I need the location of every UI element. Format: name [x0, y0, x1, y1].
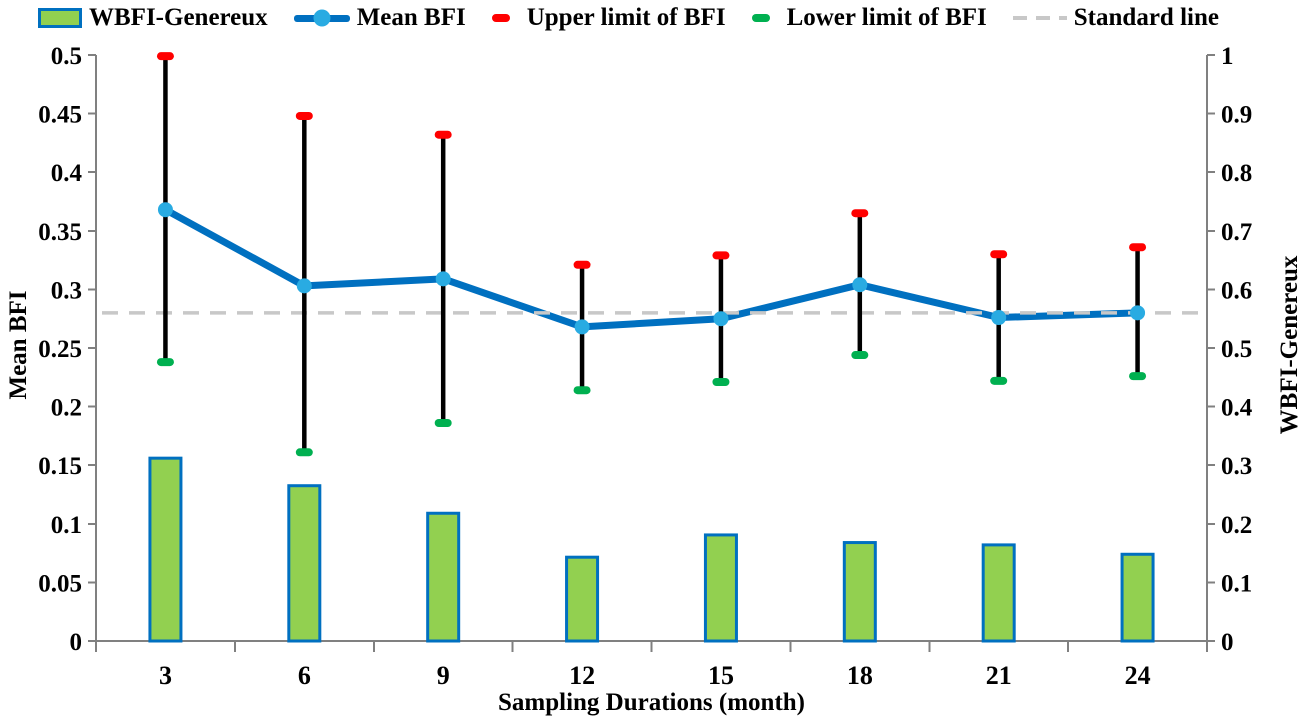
right-axis-title: WBFI-Genereux	[1276, 255, 1303, 435]
legend-label: Standard line	[1073, 4, 1219, 31]
left-tick-label: 0.2	[51, 395, 82, 422]
legend-label: WBFI-Genereux	[89, 4, 268, 31]
left-tick-label: 0.5	[51, 43, 82, 70]
upper-limit-cap	[434, 130, 452, 139]
left-axis-title: Mean BFI	[5, 290, 32, 400]
bar	[842, 541, 877, 643]
upper-limit-cap	[295, 111, 313, 120]
bars-series	[148, 456, 1155, 643]
left-tick-label: 0	[70, 629, 83, 656]
legend-label: Upper limit of BFI	[526, 4, 726, 31]
mean-marker	[435, 271, 451, 287]
left-tick-label: 0.1	[51, 512, 82, 539]
x-category-label: 21	[986, 661, 1012, 690]
upper-cap-swatch-icon	[491, 14, 510, 22]
upper-limit-cap	[990, 250, 1008, 259]
bar	[148, 456, 183, 643]
lower-limit-cap	[434, 419, 452, 428]
lower-limit-cap	[712, 377, 730, 386]
right-tick-label: 0.2	[1221, 512, 1252, 539]
right-tick-label: 0	[1221, 629, 1234, 656]
legend-item-standard-line: Standard line	[1012, 4, 1219, 32]
mean-marker	[157, 202, 173, 218]
left-tick-label: 0.4	[51, 160, 83, 187]
lower-limit-cap	[851, 351, 869, 360]
upper-limit-cap	[573, 260, 591, 269]
right-tick-label: 1	[1221, 43, 1234, 70]
left-tick-label: 0.3	[51, 277, 82, 304]
dashed-line-swatch-icon	[1012, 16, 1067, 20]
legend-label: Lower limit of BFI	[786, 4, 987, 31]
mean-markers	[157, 202, 1146, 335]
left-tick-label: 0.45	[38, 102, 82, 129]
x-category-label: 18	[847, 661, 873, 690]
legend-item-upper-limit: Upper limit of BFI	[491, 4, 726, 32]
mean-bfi-line	[161, 206, 1142, 331]
legend-label: Mean BFI	[356, 4, 466, 31]
x-axis-title: Sampling Durations (month)	[498, 689, 805, 716]
x-category-label: 9	[437, 661, 450, 690]
mean-marker	[713, 311, 729, 327]
x-category-label: 3	[159, 661, 172, 690]
right-tick-label: 0.6	[1221, 277, 1252, 304]
upper-limit-cap	[712, 251, 730, 260]
left-tick-label: 0.15	[38, 453, 82, 480]
right-tick-label: 0.1	[1221, 570, 1252, 597]
left-tick-label: 0.25	[38, 336, 82, 363]
bar	[287, 484, 322, 643]
x-category-label: 24	[1125, 661, 1151, 690]
lower-limit-cap	[990, 376, 1008, 385]
mean-marker	[852, 277, 868, 293]
left-tick-label: 0.05	[38, 570, 82, 597]
right-tick-label: 0.8	[1221, 160, 1252, 187]
bar	[981, 543, 1016, 643]
lower-limit-cap	[295, 448, 313, 457]
mean-marker	[991, 310, 1007, 326]
legend-item-wbfi-genereux: WBFI-Genereux	[38, 4, 268, 32]
bar-swatch-icon	[38, 8, 82, 28]
right-tick-label: 0.3	[1221, 453, 1252, 480]
upper-limit-cap	[1129, 243, 1147, 252]
legend-item-mean-bfi: Mean BFI	[293, 4, 466, 32]
upper-limit-cap	[156, 52, 174, 61]
x-category-label: 6	[298, 661, 311, 690]
bar	[565, 555, 600, 643]
bar	[426, 511, 461, 643]
mean-marker	[1130, 305, 1146, 321]
right-tick-label: 0.5	[1221, 336, 1252, 363]
right-tick-label: 0.4	[1221, 395, 1253, 422]
lower-limit-cap	[573, 386, 591, 395]
right-tick-label: 0.9	[1221, 102, 1252, 129]
tick-labels: 0 0.05 0.1 0.15 0.2 0.25 0.3 0.35 0.4 0.45 0.5 0 0.1…	[38, 43, 1253, 690]
error-caps	[156, 52, 1147, 457]
lower-cap-swatch-icon	[751, 14, 770, 22]
upper-limit-cap	[851, 209, 869, 218]
marker-dot-icon	[313, 9, 331, 27]
mean-marker	[296, 278, 312, 294]
mean-marker	[574, 319, 590, 335]
lower-limit-cap	[156, 358, 174, 367]
legend-item-lower-limit: Lower limit of BFI	[751, 4, 987, 32]
bar	[703, 533, 738, 643]
lower-limit-cap	[1129, 372, 1147, 381]
left-tick-label: 0.35	[38, 219, 82, 246]
axes	[88, 54, 1215, 652]
chart-legend: WBFI-Genereux Mean BFI Upper limit of BF…	[38, 0, 1219, 36]
x-category-label: 15	[708, 661, 734, 690]
x-category-label: 12	[569, 661, 595, 690]
bar	[1120, 552, 1155, 643]
right-tick-label: 0.7	[1221, 219, 1252, 246]
line-marker-swatch-icon	[293, 9, 350, 27]
